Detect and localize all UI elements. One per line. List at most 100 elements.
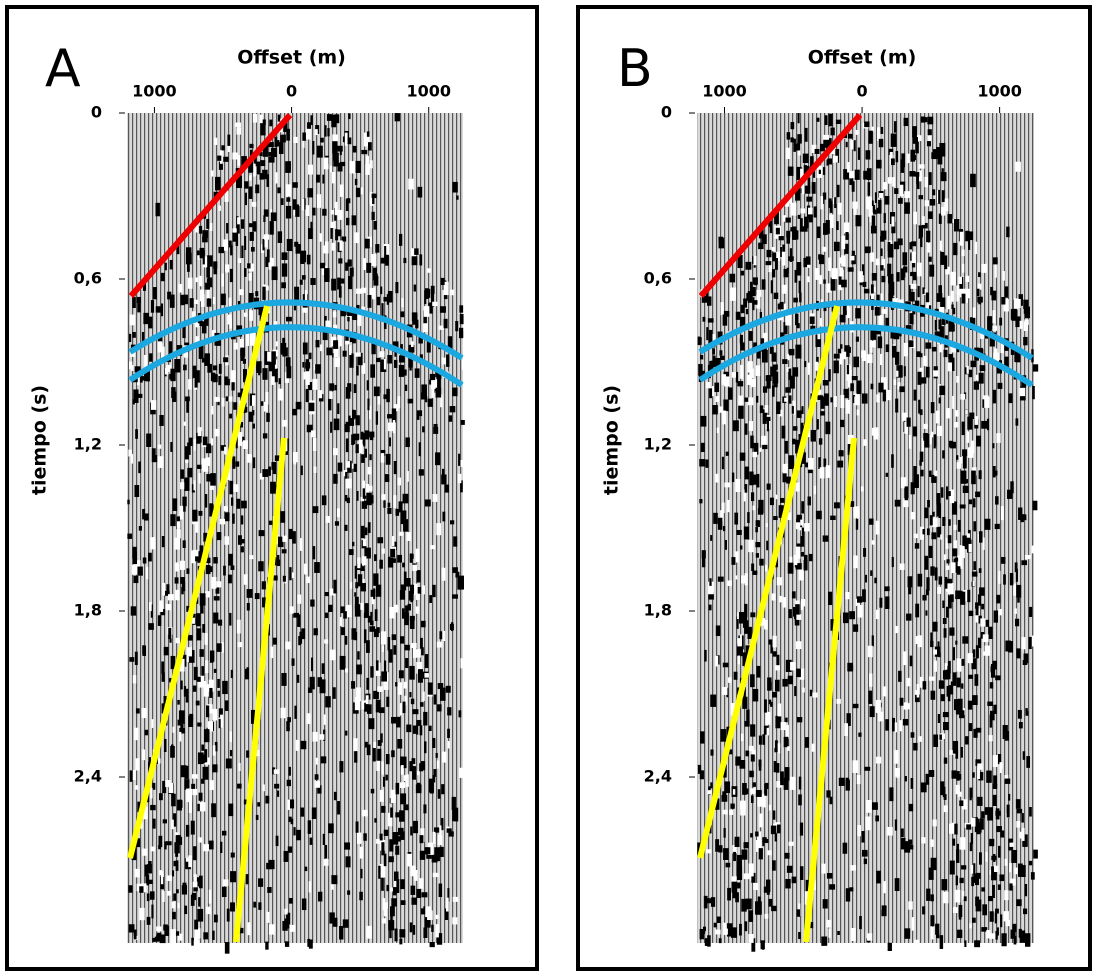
wavelet [206,457,210,466]
wavelet [761,436,766,445]
wavelet [960,878,964,883]
wavelet [207,364,212,373]
wavelet [904,366,906,376]
wavelet [952,770,957,778]
wavelet [847,162,850,172]
wavelet [312,379,317,390]
wavelet [240,339,244,349]
wavelet [869,519,873,525]
wavelet [220,842,222,853]
wavelet [804,523,810,531]
wavelet [931,927,934,940]
wavelet [204,633,207,645]
wavelet [127,534,132,539]
wavelet [709,578,711,586]
wavelet [381,761,383,774]
wavelet [269,924,275,934]
wavelet [428,682,433,694]
wavelet [332,243,335,251]
wavelet [837,461,843,468]
wavelet [953,243,957,255]
wavelet [920,470,923,477]
wavelet [184,906,187,914]
wavelet [986,771,992,783]
wavelet [138,394,142,398]
wavelet [420,725,423,735]
wavelet [771,280,773,293]
wavelet [423,927,427,938]
wavelet [392,536,395,546]
wavelet [230,269,233,282]
wavelet [937,426,942,436]
wavelet [930,632,932,645]
wavelet [389,607,394,618]
wavelet [799,777,801,790]
wavelet [954,422,958,428]
wavelet [132,565,138,575]
wavelet [432,388,435,398]
wavelet [963,455,967,468]
wavelet [137,567,142,576]
wavelet [156,203,160,216]
wavelet [773,651,777,656]
x-axis-label: Offset (m) [808,47,917,69]
wavelet [800,520,803,526]
wavelet [1020,321,1023,329]
wavelet [718,237,723,242]
y-tick-label: 1,2 [74,435,102,454]
wavelet [1031,872,1035,880]
wavelet [247,922,250,935]
wavelet [945,663,948,670]
wavelet [862,393,868,403]
wavelet [805,737,809,748]
wavelet [329,383,334,390]
wavelet [818,254,822,259]
wavelet [325,241,329,253]
wavelet [998,571,1000,584]
wavelet [995,909,999,914]
wavelet [878,200,881,211]
wavelet [978,272,981,277]
wavelet [277,555,279,563]
wavelet [934,471,937,477]
wavelet [415,368,420,377]
wavelet [324,859,329,866]
wavelet [863,171,868,180]
wavelet [793,230,798,239]
wavelet [886,344,889,352]
wavelet [343,351,347,357]
wavelet [326,516,330,523]
wavelet [750,674,755,687]
wavelet [800,823,803,836]
wavelet [995,264,997,278]
wavelet [433,769,436,777]
wavelet [750,788,755,794]
wavelet [362,810,368,817]
wavelet [450,406,456,412]
wavelet [811,430,816,442]
wavelet [302,362,304,368]
wavelet [819,275,822,284]
wavelet [787,746,790,751]
wavelet [946,559,949,563]
wavelet [375,244,379,253]
wavelet [280,708,285,718]
wavelet [446,354,449,367]
wavelet [191,821,195,835]
wavelet [830,797,833,804]
wavelet [186,858,191,862]
wavelet [377,686,382,692]
wavelet [231,370,236,382]
wavelet [171,744,173,757]
wavelet [225,700,229,711]
wavelet [750,282,753,292]
x-tick-label: 1000 [977,82,1022,101]
wavelet [147,864,152,873]
wavelet [416,889,421,898]
wavelet [840,344,842,349]
wavelet [209,223,212,231]
wavelet [149,353,152,361]
wavelet [785,218,790,223]
wavelet [170,260,173,269]
wavelet [984,397,989,408]
